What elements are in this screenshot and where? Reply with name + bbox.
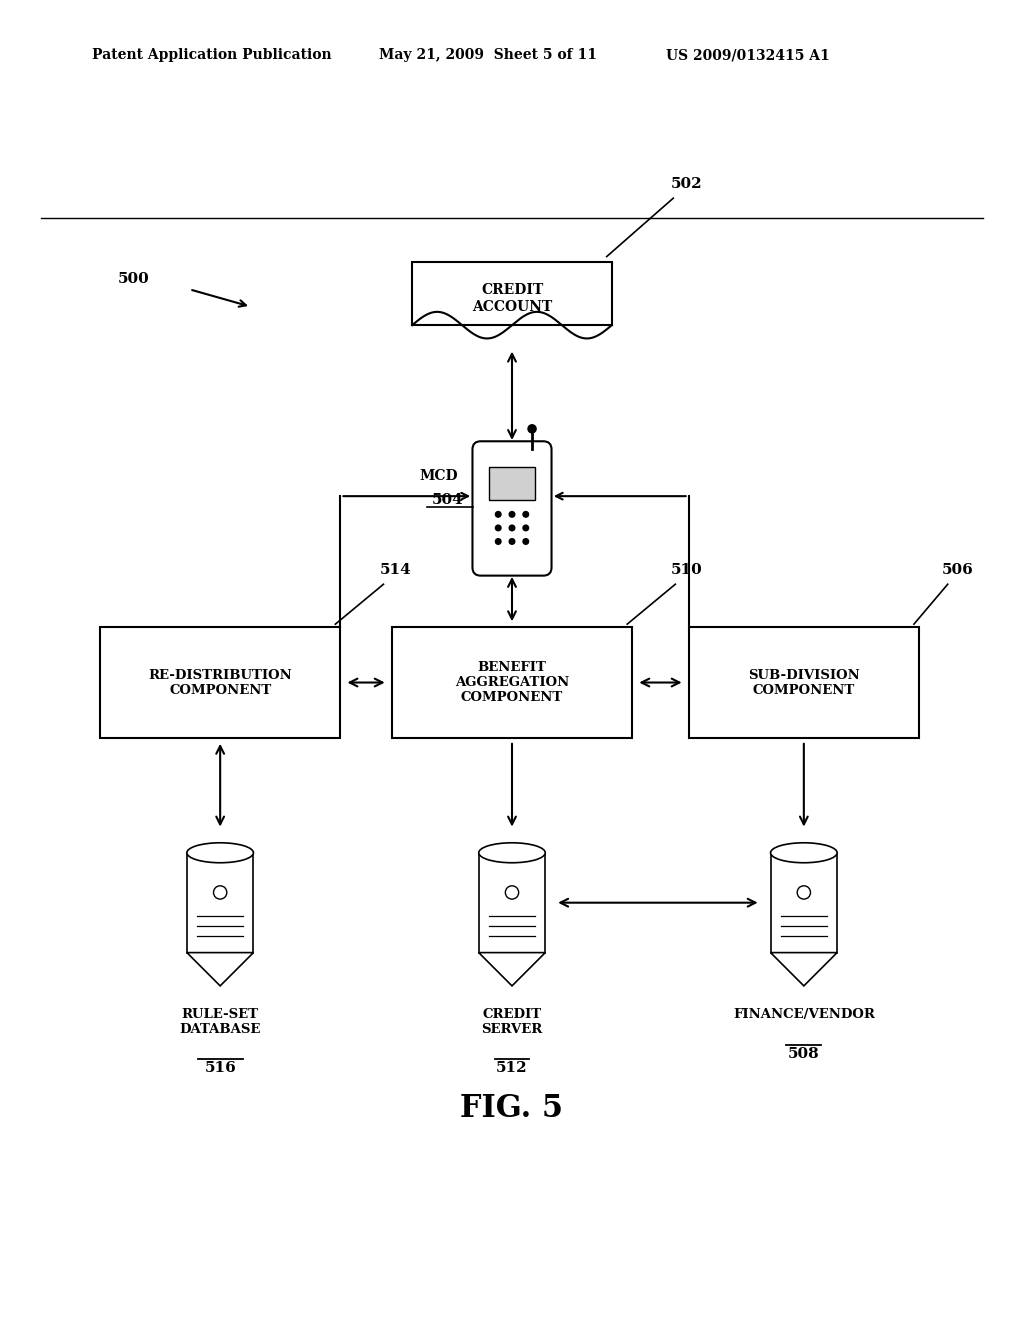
- Text: 500: 500: [118, 272, 150, 286]
- Polygon shape: [186, 953, 254, 986]
- FancyBboxPatch shape: [100, 627, 340, 738]
- Circle shape: [496, 512, 501, 517]
- Text: 514: 514: [379, 564, 412, 577]
- Ellipse shape: [186, 842, 254, 863]
- Text: RE-DISTRIBUTION
COMPONENT: RE-DISTRIBUTION COMPONENT: [148, 668, 292, 697]
- Text: 512: 512: [497, 1061, 527, 1074]
- Text: RULE-SET
DATABASE: RULE-SET DATABASE: [179, 1007, 261, 1036]
- FancyBboxPatch shape: [391, 627, 632, 738]
- Polygon shape: [479, 953, 545, 986]
- Text: 504: 504: [432, 494, 464, 507]
- FancyBboxPatch shape: [412, 261, 611, 325]
- FancyBboxPatch shape: [186, 853, 254, 953]
- Circle shape: [509, 525, 515, 531]
- Text: MCD: MCD: [420, 469, 459, 483]
- Text: CREDIT
ACCOUNT: CREDIT ACCOUNT: [472, 284, 552, 314]
- FancyBboxPatch shape: [489, 467, 535, 500]
- Circle shape: [523, 525, 528, 531]
- Polygon shape: [771, 953, 838, 986]
- FancyBboxPatch shape: [472, 441, 552, 576]
- FancyBboxPatch shape: [771, 853, 838, 953]
- Text: 502: 502: [672, 177, 702, 191]
- Text: FIG. 5: FIG. 5: [461, 1093, 563, 1125]
- Circle shape: [496, 525, 501, 531]
- Circle shape: [523, 512, 528, 517]
- FancyBboxPatch shape: [688, 627, 920, 738]
- Circle shape: [496, 539, 501, 544]
- Text: FINANCE/VENDOR: FINANCE/VENDOR: [733, 1007, 874, 1020]
- Circle shape: [528, 425, 537, 433]
- Text: May 21, 2009  Sheet 5 of 11: May 21, 2009 Sheet 5 of 11: [379, 49, 597, 62]
- Circle shape: [509, 512, 515, 517]
- FancyBboxPatch shape: [479, 853, 545, 953]
- Ellipse shape: [479, 842, 545, 863]
- Text: 516: 516: [204, 1061, 237, 1074]
- Text: SUB-DIVISION
COMPONENT: SUB-DIVISION COMPONENT: [748, 668, 860, 697]
- Text: US 2009/0132415 A1: US 2009/0132415 A1: [666, 49, 829, 62]
- Text: 510: 510: [672, 564, 703, 577]
- Text: CREDIT
SERVER: CREDIT SERVER: [481, 1007, 543, 1036]
- Text: 508: 508: [787, 1047, 820, 1060]
- Text: Patent Application Publication: Patent Application Publication: [92, 49, 332, 62]
- Ellipse shape: [770, 842, 838, 863]
- Text: 506: 506: [942, 564, 974, 577]
- Circle shape: [523, 539, 528, 544]
- Circle shape: [509, 539, 515, 544]
- Text: BENEFIT
AGGREGATION
COMPONENT: BENEFIT AGGREGATION COMPONENT: [455, 661, 569, 704]
